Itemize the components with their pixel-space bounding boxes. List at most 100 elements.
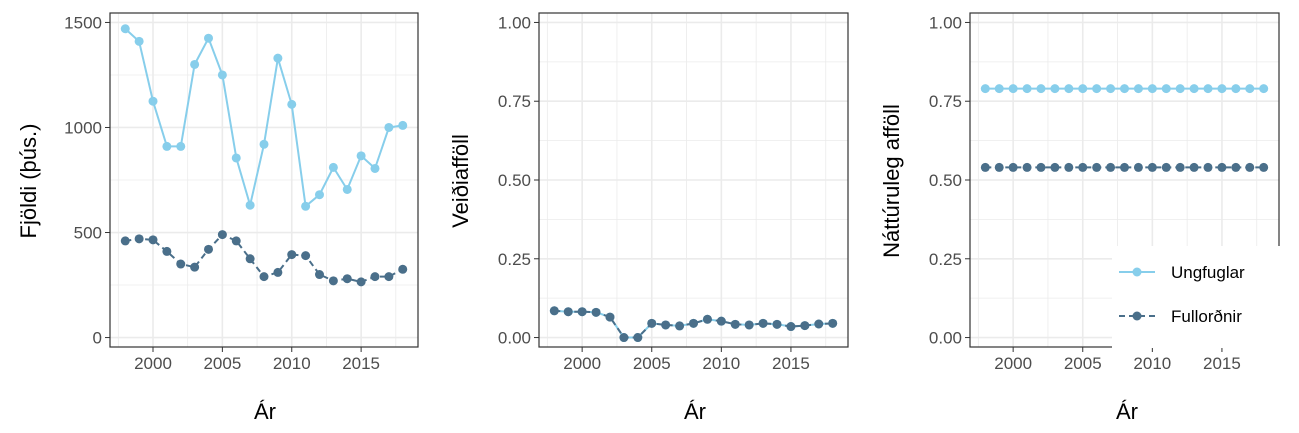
data-point-ungfuglar	[190, 59, 200, 69]
data-point-ungfuglar	[994, 84, 1004, 94]
data-point-fullordnir	[772, 319, 782, 329]
data-point-fullordnir	[1036, 162, 1046, 172]
data-point-ungfuglar	[1008, 84, 1018, 94]
panel-2-x-title: Ár	[684, 399, 706, 424]
data-point-fullordnir	[1231, 162, 1241, 172]
data-point-ungfuglar	[217, 70, 227, 80]
y-tick-label: 0	[93, 329, 102, 348]
data-point-fullordnir	[716, 316, 726, 326]
data-point-fullordnir	[744, 320, 754, 330]
data-point-fullordnir	[162, 246, 172, 256]
data-point-ungfuglar	[1189, 84, 1199, 94]
data-point-ungfuglar	[1022, 84, 1032, 94]
data-point-ungfuglar	[980, 84, 990, 94]
panel-3-x-title: Ár	[1116, 399, 1138, 424]
panel-2-y-title: Veiðiafföll	[448, 134, 473, 228]
data-point-fullordnir	[190, 262, 200, 272]
data-point-ungfuglar	[1231, 84, 1241, 94]
data-point-fullordnir	[1078, 162, 1088, 172]
data-point-ungfuglar	[176, 141, 186, 151]
data-point-ungfuglar	[162, 141, 172, 151]
data-point-fullordnir	[1189, 162, 1199, 172]
data-point-ungfuglar	[148, 96, 158, 106]
data-point-ungfuglar	[356, 151, 366, 161]
data-point-fullordnir	[342, 274, 352, 284]
data-point-fullordnir	[148, 235, 158, 245]
data-point-fullordnir	[217, 230, 227, 240]
legend-key-fullordnir-point	[1132, 311, 1142, 321]
data-point-ungfuglar	[1133, 84, 1143, 94]
y-tick-label: 0.00	[498, 329, 531, 348]
data-point-ungfuglar	[1161, 84, 1171, 94]
data-point-ungfuglar	[398, 120, 408, 130]
data-point-fullordnir	[314, 270, 324, 280]
y-tick-label: 0.25	[498, 250, 531, 269]
data-point-fullordnir	[689, 318, 698, 328]
data-point-fullordnir	[1161, 162, 1171, 172]
y-tick-label: 0.75	[929, 92, 962, 111]
data-point-ungfuglar	[287, 99, 297, 109]
x-tick-label: 2000	[134, 354, 172, 373]
legend-label-fullordnir: Fullorðnir	[1171, 307, 1242, 326]
x-tick-label: 2005	[203, 354, 241, 373]
y-tick-label: 500	[74, 224, 102, 243]
x-tick-label: 2005	[1064, 354, 1102, 373]
data-point-fullordnir	[563, 307, 573, 317]
data-point-fullordnir	[814, 319, 824, 329]
data-point-fullordnir	[287, 250, 297, 260]
data-point-fullordnir	[647, 318, 657, 328]
data-point-fullordnir	[1092, 162, 1102, 172]
data-point-ungfuglar	[1175, 84, 1185, 94]
data-point-fullordnir	[1064, 162, 1074, 172]
data-point-fullordnir	[1022, 162, 1032, 172]
data-point-fullordnir	[591, 307, 601, 317]
y-tick-label: 1000	[64, 118, 102, 137]
panel-3-y-title: Náttúruleg afföll	[879, 104, 904, 258]
legend-key-ungfuglar-point	[1132, 267, 1142, 277]
panel-harvest-mortality: Veiðiafföll Ár 0.00 0.25 0.50 0.75 1.00 2000 2…	[448, 12, 849, 424]
data-point-fullordnir	[259, 272, 269, 282]
data-point-fullordnir	[730, 319, 740, 329]
panel-population: Fjöldi (þús.) Ár 0 500 1000 1500 2000 2005 201…	[16, 12, 419, 424]
x-tick-label: 2010	[273, 354, 311, 373]
y-tick-label: 1.00	[929, 13, 962, 32]
data-point-fullordnir	[633, 333, 643, 343]
y-tick-label: 0.50	[498, 171, 531, 190]
y-tick-label: 0.25	[929, 250, 962, 269]
data-point-fullordnir	[758, 318, 768, 328]
data-point-fullordnir	[577, 307, 587, 317]
y-tick-label: 1.00	[498, 13, 531, 32]
data-point-ungfuglar	[204, 33, 214, 43]
data-point-fullordnir	[702, 314, 712, 324]
data-point-ungfuglar	[384, 122, 394, 132]
data-point-fullordnir	[370, 272, 380, 282]
data-point-ungfuglar	[301, 201, 311, 211]
data-point-ungfuglar	[1064, 84, 1074, 94]
x-tick-label: 2015	[342, 354, 380, 373]
data-point-fullordnir	[384, 272, 394, 282]
panel-border	[109, 12, 419, 348]
data-point-ungfuglar	[231, 153, 241, 163]
data-point-fullordnir	[1133, 162, 1143, 172]
data-point-ungfuglar	[1203, 84, 1213, 94]
x-tick-label: 2015	[772, 354, 810, 373]
data-point-fullordnir	[176, 259, 186, 269]
data-point-fullordnir	[1106, 162, 1116, 172]
data-point-ungfuglar	[1217, 84, 1227, 94]
data-point-fullordnir	[301, 251, 311, 261]
panel-border	[538, 12, 849, 348]
y-tick-label: 1500	[64, 13, 102, 32]
data-point-fullordnir	[661, 320, 671, 330]
x-tick-label: 2005	[633, 354, 671, 373]
data-point-ungfuglar	[370, 163, 380, 173]
data-point-ungfuglar	[1050, 84, 1060, 94]
data-point-ungfuglar	[134, 36, 144, 46]
legend-item-fullordnir: Fullorðnir	[1119, 307, 1242, 326]
legend: Ungfuglar Fullorðnir	[1112, 246, 1282, 348]
data-point-ungfuglar	[1147, 84, 1157, 94]
data-point-fullordnir	[273, 267, 283, 277]
data-point-fullordnir	[120, 236, 130, 246]
data-point-fullordnir	[828, 318, 838, 328]
panel-3-plot-area: 0.00 0.25 0.50 0.75 1.00 2000 2005 2010 2015	[929, 12, 1280, 373]
